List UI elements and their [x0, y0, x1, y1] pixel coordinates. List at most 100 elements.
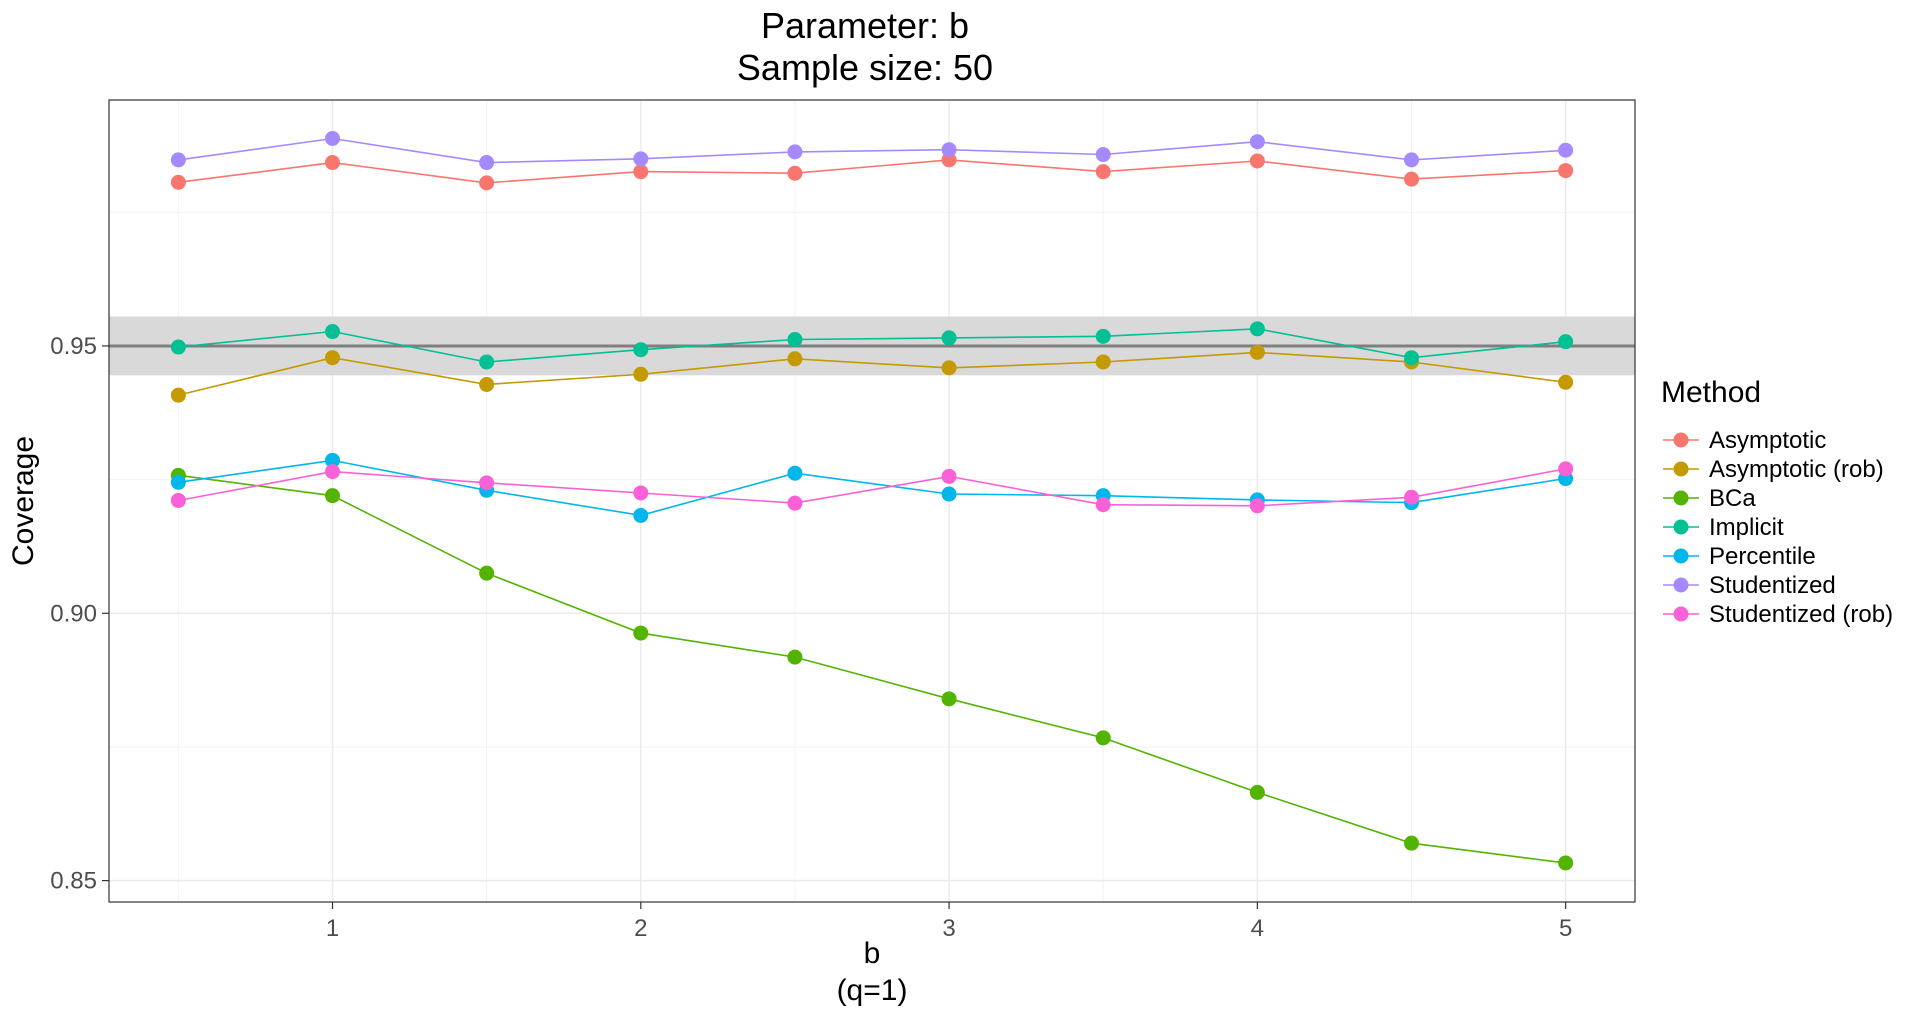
series-point-1 — [325, 350, 341, 366]
series-point-4 — [325, 452, 341, 468]
legend-label-0: Asymptotic — [1709, 427, 1826, 454]
series-line-2 — [178, 474, 1566, 864]
x-tick-label: 4 — [1251, 915, 1264, 942]
series-point-3 — [170, 339, 186, 355]
series-point-5 — [1249, 134, 1265, 150]
series-point-0 — [633, 164, 649, 180]
series-point-0 — [1095, 164, 1111, 180]
y-tick-label: 0.90 — [50, 600, 97, 627]
series-point-1 — [479, 376, 495, 392]
chart-title-line-1: Parameter: b — [761, 5, 969, 46]
series-point-0 — [1403, 171, 1419, 187]
series-point-5 — [170, 152, 186, 168]
legend-label-4: Percentile — [1709, 543, 1816, 570]
series-point-5 — [1403, 152, 1419, 168]
series-point-0 — [325, 155, 341, 171]
series-point-0 — [1558, 163, 1574, 179]
series-point-5 — [941, 142, 957, 158]
series-line-0 — [178, 159, 1566, 184]
series-point-5 — [325, 130, 341, 146]
series-point-2 — [1249, 784, 1265, 800]
series-layer — [170, 130, 1574, 871]
x-tick-label: 3 — [942, 915, 955, 942]
series-point-5 — [1558, 142, 1574, 158]
series-point-4 — [787, 465, 803, 481]
series-point-2 — [479, 565, 495, 581]
series-point-1 — [1095, 354, 1111, 370]
series-point-6 — [633, 485, 649, 501]
series-point-1 — [941, 360, 957, 376]
series-point-0 — [787, 165, 803, 181]
series-point-2 — [941, 691, 957, 707]
series-point-3 — [325, 324, 341, 340]
legend-label-1: Asymptotic (rob) — [1709, 456, 1884, 483]
series-point-5 — [633, 151, 649, 167]
series-point-3 — [1249, 321, 1265, 337]
series-line-6 — [178, 468, 1566, 507]
series-point-6 — [1249, 498, 1265, 514]
legend-key-point-0 — [1673, 432, 1689, 448]
reference-band — [109, 316, 1635, 376]
series-point-3 — [941, 330, 957, 346]
series-point-6 — [479, 475, 495, 491]
series-point-3 — [1558, 334, 1574, 350]
series-point-3 — [633, 342, 649, 358]
legend-key-point-2 — [1673, 490, 1689, 506]
series-point-6 — [1403, 489, 1419, 505]
series-line-3 — [178, 327, 1566, 363]
plot-panel-border — [108, 99, 1636, 903]
legend-label-3: Implicit — [1709, 514, 1784, 541]
series-point-2 — [1403, 835, 1419, 851]
series-point-1 — [1558, 374, 1574, 390]
series-point-2 — [1558, 855, 1574, 871]
series-point-3 — [1095, 328, 1111, 344]
series-point-6 — [325, 464, 341, 480]
series-point-4 — [941, 486, 957, 502]
legend-key-point-3 — [1673, 519, 1689, 535]
series-point-3 — [479, 354, 495, 370]
series-point-4 — [170, 474, 186, 490]
series-point-2 — [633, 625, 649, 641]
series-point-2 — [325, 488, 341, 504]
series-point-5 — [479, 155, 495, 171]
legend-key-point-4 — [1673, 548, 1689, 564]
legend-key-point-1 — [1673, 461, 1689, 477]
series-point-1 — [633, 366, 649, 382]
axis-ticks — [102, 345, 1567, 909]
y-tick-label: 0.85 — [50, 868, 97, 895]
series-point-3 — [1403, 350, 1419, 366]
legend-key-point-5 — [1673, 577, 1689, 593]
legend-title: Method — [1661, 376, 1761, 409]
y-tick-label: 0.95 — [50, 333, 97, 360]
legend-label-5: Studentized — [1709, 572, 1836, 599]
series-point-6 — [1095, 497, 1111, 513]
series-point-2 — [787, 649, 803, 665]
x-tick-label: 5 — [1559, 915, 1572, 942]
series-point-3 — [787, 332, 803, 348]
series-point-1 — [787, 351, 803, 367]
series-point-2 — [1095, 730, 1111, 746]
legend-label-6: Studentized (rob) — [1709, 601, 1893, 628]
series-point-6 — [1558, 461, 1574, 477]
series-point-6 — [170, 492, 186, 508]
series-point-6 — [941, 468, 957, 484]
chart-title-line-2: Sample size: 50 — [737, 47, 993, 88]
series-point-6 — [787, 495, 803, 511]
x-axis-title: b — [864, 937, 881, 970]
series-point-4 — [633, 507, 649, 523]
x-tick-label: 2 — [634, 915, 647, 942]
legend-key-point-6 — [1673, 606, 1689, 622]
x-axis-subtitle: (q=1) — [837, 974, 908, 1007]
series-point-5 — [787, 144, 803, 160]
legend-label-2: BCa — [1709, 485, 1756, 512]
series-point-1 — [1249, 344, 1265, 360]
series-line-1 — [178, 351, 1566, 396]
x-tick-label: 1 — [326, 915, 339, 942]
series-point-0 — [170, 174, 186, 190]
y-axis-title: Coverage — [7, 436, 40, 566]
series-point-5 — [1095, 147, 1111, 163]
series-line-5 — [178, 137, 1566, 164]
series-point-0 — [479, 175, 495, 191]
